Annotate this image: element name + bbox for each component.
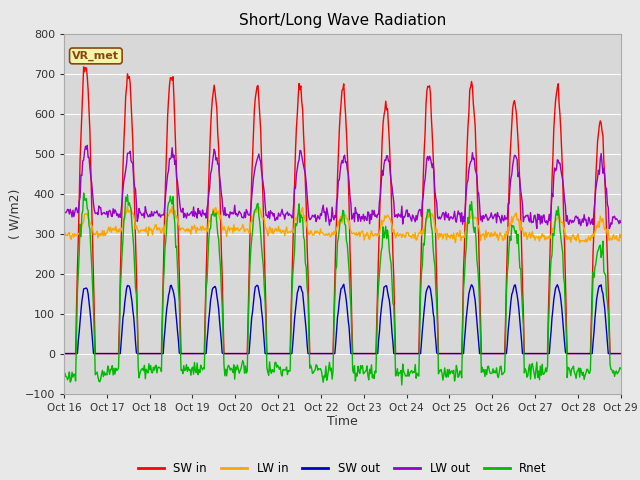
LW in bbox=[330, 228, 338, 234]
Line: SW out: SW out bbox=[64, 284, 621, 354]
Legend: SW in, LW in, SW out, LW out, Rnet: SW in, LW in, SW out, LW out, Rnet bbox=[133, 457, 552, 480]
Y-axis label: ( W/m2): ( W/m2) bbox=[9, 189, 22, 239]
Rnet bbox=[398, 382, 406, 388]
LW out bbox=[60, 208, 68, 214]
X-axis label: Time: Time bbox=[327, 415, 358, 429]
SW in bbox=[234, 351, 242, 357]
LW in bbox=[617, 235, 625, 240]
SW out bbox=[234, 351, 241, 357]
LW in bbox=[588, 232, 595, 238]
LW out bbox=[617, 220, 625, 226]
LW out bbox=[330, 217, 338, 223]
SW in bbox=[285, 351, 292, 357]
LW in bbox=[124, 203, 131, 209]
Rnet bbox=[90, 336, 98, 342]
Rnet bbox=[234, 366, 242, 372]
LW in bbox=[576, 240, 584, 246]
Line: Rnet: Rnet bbox=[64, 193, 621, 385]
LW in bbox=[60, 232, 68, 238]
LW in bbox=[90, 232, 97, 238]
SW in bbox=[80, 64, 88, 70]
LW in bbox=[257, 208, 264, 214]
LW out bbox=[234, 211, 242, 217]
LW out bbox=[605, 226, 613, 231]
Rnet bbox=[588, 332, 595, 338]
SW out bbox=[256, 293, 264, 299]
SW out bbox=[329, 351, 337, 357]
Rnet bbox=[330, 325, 338, 331]
Line: SW in: SW in bbox=[64, 67, 621, 354]
LW out bbox=[285, 213, 292, 218]
Rnet bbox=[285, 368, 292, 373]
SW out bbox=[617, 351, 625, 357]
LW out bbox=[257, 159, 264, 165]
SW out bbox=[90, 351, 97, 357]
Line: LW in: LW in bbox=[64, 206, 621, 243]
SW out bbox=[340, 281, 348, 287]
SW out bbox=[284, 351, 291, 357]
Text: VR_met: VR_met bbox=[72, 51, 119, 61]
Rnet bbox=[80, 190, 88, 196]
Title: Short/Long Wave Radiation: Short/Long Wave Radiation bbox=[239, 13, 446, 28]
Line: LW out: LW out bbox=[64, 145, 621, 228]
Rnet bbox=[617, 366, 625, 372]
SW out bbox=[60, 351, 68, 357]
SW in bbox=[617, 351, 625, 357]
SW in bbox=[587, 351, 595, 357]
LW out bbox=[90, 207, 98, 213]
SW out bbox=[587, 351, 595, 357]
SW in bbox=[257, 126, 264, 132]
SW in bbox=[90, 312, 98, 318]
Rnet bbox=[257, 230, 264, 236]
Rnet bbox=[60, 374, 68, 380]
LW in bbox=[234, 227, 242, 232]
LW out bbox=[587, 221, 595, 227]
SW in bbox=[60, 351, 68, 357]
LW in bbox=[285, 229, 292, 235]
LW out bbox=[83, 143, 91, 148]
SW in bbox=[330, 314, 338, 320]
